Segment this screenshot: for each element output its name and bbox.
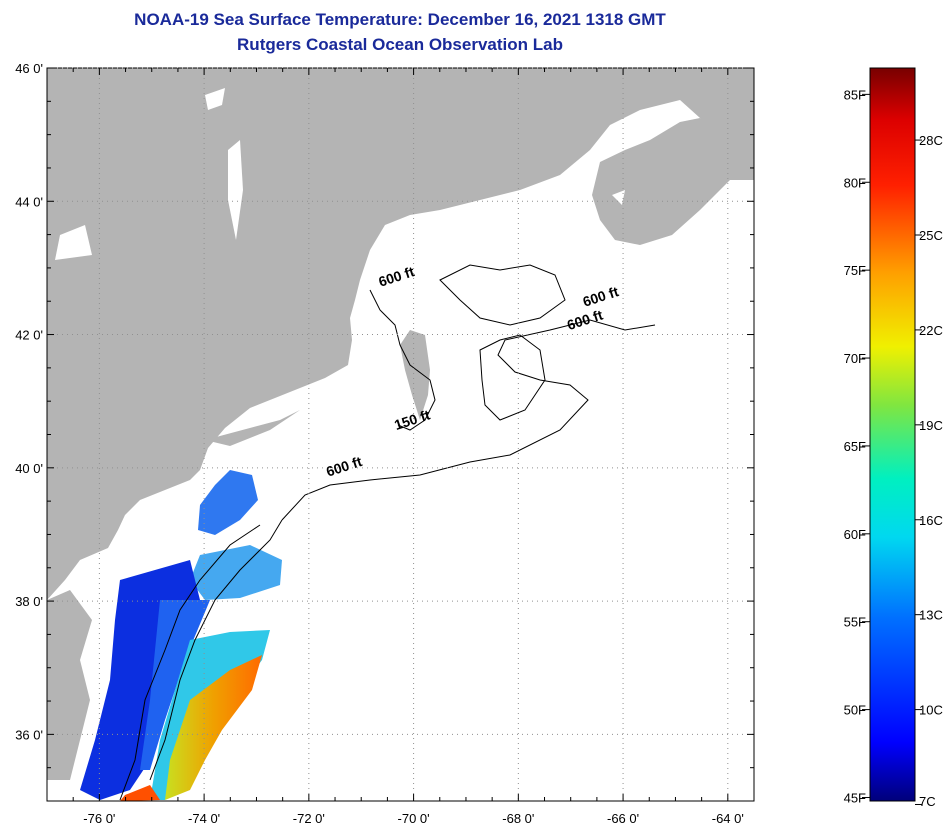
bathymetry-contours [119,264,656,801]
land-northeast-us [47,68,754,600]
colorbar-f-label: 70F [844,351,866,366]
map-title: NOAA-19 Sea Surface Temperature: Decembe… [134,10,666,29]
sst-patch-nj-shelf [190,545,282,600]
contour-600ft [281,319,656,521]
temperature-colorbar: 85F 80F 75F 70F 65F 60F 55F 50F 45F 28C 25C 22C 19C 1… [844,67,943,809]
lat-label: 42 0' [15,328,43,343]
lon-label: -72 0' [293,811,325,826]
land-nova-scotia [592,118,754,245]
sst-patch-gulf-stream [165,655,262,800]
lon-label: -70 0' [398,811,430,826]
graticule [47,67,754,801]
contour-georges-basin [439,264,566,326]
colorbar-f-label: 75F [844,263,866,278]
lat-label: 44 0' [15,194,43,209]
sst-patch-delmarva [140,600,210,770]
lon-label: -66 0' [607,811,639,826]
colorbar-c-label: 19C [919,418,943,433]
colorbar-f-label: 80F [844,175,866,190]
colorbar-gradient [869,67,916,802]
colorbar-c-label: 16C [919,513,943,528]
lon-label: -68 0' [502,811,534,826]
colorbar-c-label: 25C [919,228,943,243]
lake-layer [55,88,625,260]
land-long-island [205,410,300,446]
lat-label: 38 0' [15,594,43,609]
colorbar-f-label: 45F [844,790,866,805]
lat-label: 40 0' [15,461,43,476]
colorbar-c-label: 28C [919,133,943,148]
sst-patch-hatteras [120,785,160,801]
contour-georges-bank [479,334,546,421]
axis-labels: 46 0' 44 0' 42 0' 40 0' 38 0' 36 0' -76 0' -74 … [15,61,744,826]
contour-150ft [369,289,436,431]
colorbar-c-label: 10C [919,703,943,718]
sst-patch-ny-bight [198,470,258,535]
lon-label: -64 0' [712,811,744,826]
colorbar-f-label: 65F [844,439,866,454]
sst-data-layer [80,470,282,801]
colorbar-c-label: 7C [919,794,936,809]
lat-label: 36 0' [15,727,43,742]
colorbar-c-label: 22C [919,323,943,338]
colorbar-c-label: 13C [919,608,943,623]
lat-label: 46 0' [15,61,43,76]
land-virginia [47,590,92,780]
colorbar-f-label: 60F [844,527,866,542]
land-cape-cod [400,330,430,420]
lon-label: -74 0' [188,811,220,826]
colorbar-f-label: 55F [844,615,866,630]
contour-inner-shelf [119,524,261,801]
land-layer [47,68,754,780]
colorbar-f-label: 50F [844,703,866,718]
colorbar-f-label: 85F [844,87,866,102]
contour-shelf-break [149,519,283,781]
lon-label: -76 0' [83,811,115,826]
map-subtitle: Rutgers Coastal Ocean Observation Lab [237,35,563,54]
